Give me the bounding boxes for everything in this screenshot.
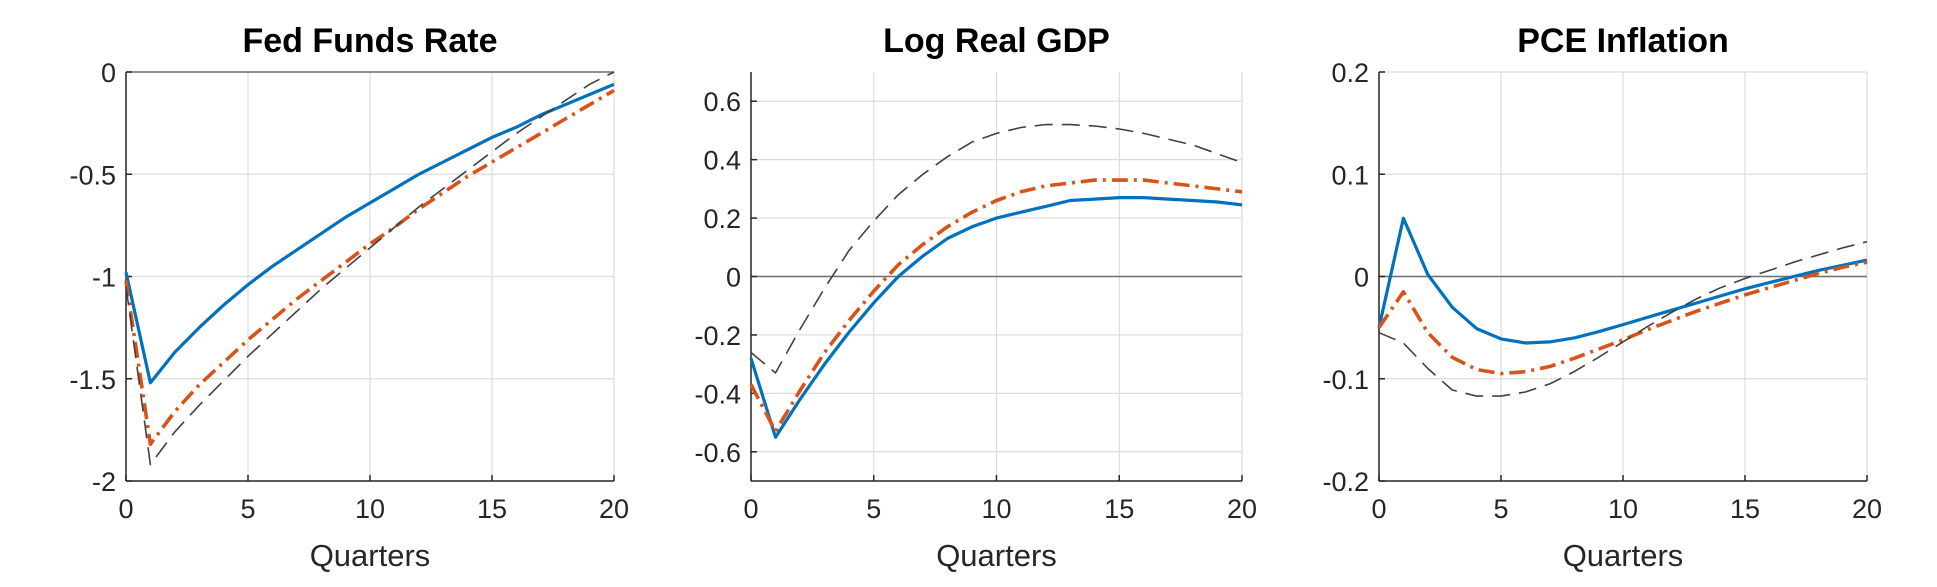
y-tick-label: 0 <box>1354 263 1369 293</box>
series-line-dashed <box>125 71 615 466</box>
chart-panel-1: 0 5 10 15 20 -2 -1.5 -1 -0.5 0 Fed Funds Rate Quart… <box>69 22 629 573</box>
x-tick-label: 15 <box>1104 494 1134 524</box>
chart-panel-2: 0 5 10 15 20 -0.6 -0.4 -0.2 0 0.2 0.4 0.6 Log Real G… <box>694 22 1257 573</box>
y-tick-label: 0.2 <box>703 204 741 234</box>
series-line-solid <box>124 82 615 385</box>
x-tick-label: 20 <box>1227 494 1257 524</box>
y-tick-label: -0.2 <box>694 321 741 351</box>
y-tick-label: -0.4 <box>694 379 741 409</box>
series-line-dashdot <box>124 88 615 446</box>
x-tick-label: 10 <box>355 494 385 524</box>
series-line-dashed <box>750 123 1243 374</box>
series-line-dashed <box>1378 240 1868 397</box>
x-axis-label: Quarters <box>1563 538 1684 573</box>
x-tick-label: 5 <box>240 494 255 524</box>
chart-title: PCE Inflation <box>1517 22 1729 60</box>
y-tick-label: -0.2 <box>1322 467 1369 497</box>
x-tick-label: 10 <box>981 494 1011 524</box>
chart-panel-3: 0 5 10 15 20 -0.2 -0.1 0 0.1 0.2 PCE Inflation Quar… <box>1322 22 1882 573</box>
x-tick-label: 15 <box>477 494 507 524</box>
x-tick-label: 5 <box>866 494 881 524</box>
y-tick-label: 0.6 <box>703 87 741 117</box>
y-tick-label: -1.5 <box>69 365 116 395</box>
y-tick-label: -0.1 <box>1322 365 1369 395</box>
x-tick-label: 0 <box>1371 494 1386 524</box>
chart-title: Fed Funds Rate <box>242 22 497 60</box>
y-tick-label: 0.1 <box>1331 160 1369 190</box>
series-line-dashdot <box>1377 260 1868 376</box>
y-tick-label: 0.4 <box>703 146 741 176</box>
y-tick-label: -0.6 <box>694 438 741 468</box>
x-axis-label: Quarters <box>310 538 431 573</box>
x-tick-label: 10 <box>1608 494 1638 524</box>
series-line-solid <box>749 196 1243 439</box>
chart-title: Log Real GDP <box>883 22 1110 60</box>
y-tick-label: -0.5 <box>69 160 116 190</box>
x-tick-label: 0 <box>743 494 758 524</box>
y-tick-label: 0 <box>726 263 741 293</box>
y-tick-label: 0.2 <box>1331 58 1369 88</box>
x-tick-label: 20 <box>599 494 629 524</box>
y-tick-label: -2 <box>92 467 116 497</box>
x-tick-label: 15 <box>1730 494 1760 524</box>
series-line-dashdot <box>749 178 1243 434</box>
series-line-solid <box>1377 216 1868 345</box>
y-tick-label: 0 <box>101 58 116 88</box>
x-tick-label: 0 <box>118 494 133 524</box>
y-tick-label: -1 <box>92 263 116 293</box>
x-axis-label: Quarters <box>936 538 1057 573</box>
x-tick-label: 5 <box>1493 494 1508 524</box>
x-tick-label: 20 <box>1852 494 1882 524</box>
